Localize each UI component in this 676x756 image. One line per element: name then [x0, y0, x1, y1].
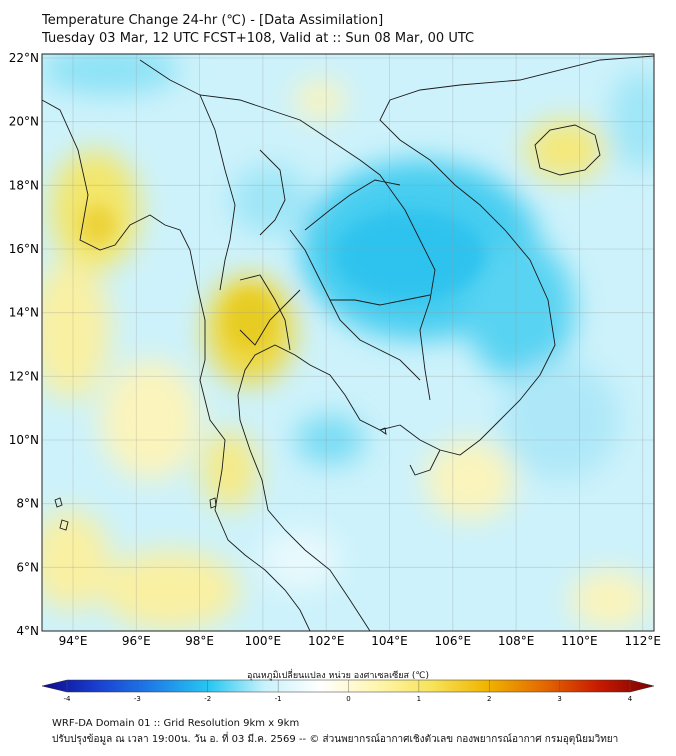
map-title: Temperature Change 24-hr (℃) - [Data Ass… — [42, 13, 384, 28]
temperature-change-field — [42, 54, 654, 631]
colorbar-tick-label: 2 — [487, 695, 491, 703]
lon-tick-label: 96°E — [122, 634, 151, 648]
footer-credit: ปรับปรุงข้อมูล ณ เวลา 19:00น. วัน อ. ที่… — [52, 734, 619, 745]
lat-tick-label: 18°N — [9, 178, 39, 192]
lat-tick-label: 4°N — [16, 624, 39, 638]
latitude-axis: 22°N 20°N 18°N 16°N 14°N 12°N 10°N 8°N 6°N 4°N — [9, 51, 39, 638]
lat-tick-label: 10°N — [9, 433, 39, 447]
lat-tick-label: 20°N — [9, 115, 39, 129]
lon-tick-label: 102°E — [308, 634, 345, 648]
lon-tick-label: 104°E — [371, 634, 408, 648]
lon-tick-label: 110°E — [561, 634, 598, 648]
colorbar-tick-label: 1 — [417, 695, 421, 703]
lon-tick-label: 94°E — [59, 634, 88, 648]
colorbar-tick-label: 0 — [346, 695, 350, 703]
colorbar-tick-label: -3 — [134, 695, 141, 703]
lon-tick-label: 98°E — [185, 634, 214, 648]
colorbar-label: อุณหภูมิเปลี่ยนแปลง หน่วย องศาเซลเซียส (… — [246, 671, 430, 681]
colorbar-tick-label: 4 — [628, 695, 633, 703]
lon-tick-label: 108°E — [498, 634, 535, 648]
map-subtitle: Tuesday 03 Mar, 12 UTC FCST+108, Valid a… — [42, 31, 475, 46]
longitude-axis: 94°E 96°E 98°E 100°E 102°E 104°E 106°E 108°E 110… — [59, 634, 661, 648]
colorbar-tick-label: -2 — [204, 695, 211, 703]
lat-tick-label: 22°N — [9, 51, 39, 65]
colorbar-tick-label: -4 — [64, 695, 72, 703]
map-frame — [41, 53, 655, 632]
lat-tick-label: 12°N — [9, 369, 39, 383]
lon-tick-label: 112°E — [624, 634, 661, 648]
coastlines — [42, 55, 654, 631]
colorbar-tick-label: 3 — [557, 695, 561, 703]
lat-tick-label: 6°N — [16, 560, 39, 574]
colorbar-ticks: -4 -3 -2 -1 0 1 2 3 4 — [64, 680, 633, 703]
gridlines — [42, 54, 654, 632]
lat-tick-label: 8°N — [16, 497, 39, 511]
lat-tick-label: 16°N — [9, 242, 39, 256]
lat-tick-label: 14°N — [9, 306, 39, 320]
lon-tick-label: 106°E — [435, 634, 472, 648]
colorbar-tick-label: -1 — [275, 695, 282, 703]
footer-model-info: WRF-DA Domain 01 :: Grid Resolution 9km … — [52, 718, 300, 729]
lon-tick-label: 100°E — [245, 634, 282, 648]
